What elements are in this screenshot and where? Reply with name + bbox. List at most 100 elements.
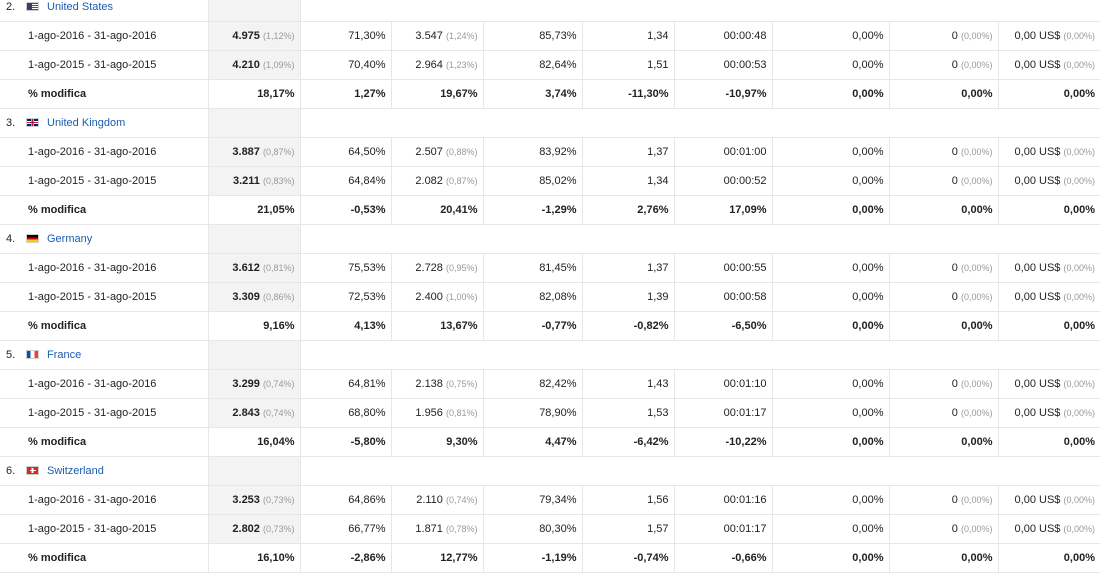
country-link[interactable]: United Kingdom [47,117,126,129]
country-link[interactable]: Switzerland [47,465,104,477]
session-duration-cell: 00:01:00 [674,137,773,167]
goal-value-change-cell: 0,00% [998,543,1100,573]
session-duration-change-cell: -10,97% [674,79,773,109]
new-users-cell-percent: (1,00%) [445,292,478,302]
goal-completions-cell-percent: (0,00%) [960,524,993,534]
bounce-rate-cell: 82,64% [483,50,583,80]
goal-value-cell-value: 0,00 US$ [1014,30,1061,42]
goal-value-cell: 0,00 US$ (0,00%) [998,282,1100,312]
new-users-cell-percent: (0,87%) [445,176,478,186]
pages-per-session-cell: 1,39 [582,282,675,312]
sessions-change-cell: 18,17% [208,79,301,109]
sessions-cell-value: 3.309 [232,291,260,303]
new-users-change-cell: 19,67% [391,79,484,109]
goal-completions-cell: 0 (0,00%) [889,50,999,80]
sessions-cell: 3.612 (0,81%) [208,253,301,283]
date-range-label: 1-ago-2016 - 31-ago-2016 [0,137,209,167]
date-range-label-value: 1-ago-2016 - 31-ago-2016 [28,262,157,274]
percent-change-label: % modifica [0,543,209,573]
session-duration-cell-value: 00:01:00 [723,146,767,158]
goal-value-cell: 0,00 US$ (0,00%) [998,21,1100,51]
conversion-rate-change-cell-value: 0,00% [852,436,884,448]
conversion-rate-change-cell-value: 0,00% [852,320,884,332]
goal-value-cell: 0,00 US$ (0,00%) [998,253,1100,283]
country-rank: 2. [6,1,16,13]
goal-completions-change-cell: 0,00% [889,195,999,225]
new-users-change-cell: 9,30% [391,427,484,457]
new-sessions-pct-cell-value: 70,40% [348,59,386,71]
sessions-change-cell: 9,16% [208,311,301,341]
date-range-label: 1-ago-2016 - 31-ago-2016 [0,369,209,399]
goal-completions-change-cell: 0,00% [889,311,999,341]
bounce-rate-change-cell: -0,77% [483,311,583,341]
country-rank: 5. [6,349,16,361]
conversion-rate-change-cell: 0,00% [772,79,890,109]
goal-completions-cell-value: 0 [951,291,958,303]
sessions-cell-value: 3.612 [232,262,260,274]
new-sessions-pct-change-cell: -5,80% [300,427,392,457]
country-blank-cell [208,456,301,486]
date-range-row: 1-ago-2015 - 31-ago-2015 4.210 (1,09%) 70,… [0,50,1100,80]
percent-change-label-value: % modifica [28,552,87,564]
sessions-change-cell: 21,05% [208,195,301,225]
goal-completions-cell-percent: (0,00%) [960,60,993,70]
conversion-rate-cell-value: 0,00% [852,407,884,419]
country-row: 5. France [0,340,1100,370]
goal-value-cell-value: 0,00 US$ [1014,146,1061,158]
goal-value-change-cell: 0,00% [998,427,1100,457]
session-duration-change-cell-value: -6,50% [731,320,767,332]
conversion-rate-cell: 0,00% [772,514,890,544]
date-range-row: 1-ago-2015 - 31-ago-2015 2.802 (0,73%) 66,… [0,514,1100,544]
goal-completions-cell-value: 0 [951,146,958,158]
country-link[interactable]: France [47,349,82,361]
new-sessions-pct-cell-value: 66,77% [348,523,386,535]
bounce-rate-cell: 80,30% [483,514,583,544]
percent-change-label: % modifica [0,195,209,225]
new-users-cell-percent: (0,75%) [445,379,478,389]
sessions-cell-value: 3.253 [232,494,260,506]
date-range-label-value: 1-ago-2016 - 31-ago-2016 [28,146,157,158]
bounce-rate-cell-value: 82,08% [539,291,577,303]
conversion-rate-change-cell: 0,00% [772,543,890,573]
date-range-label-value: 1-ago-2015 - 31-ago-2015 [28,407,157,419]
date-range-label-value: 1-ago-2016 - 31-ago-2016 [28,30,157,42]
conversion-rate-cell-value: 0,00% [852,291,884,303]
bounce-rate-cell: 81,45% [483,253,583,283]
pages-per-session-cell: 1,56 [582,485,675,515]
goal-value-change-cell-value: 0,00% [1063,88,1095,100]
percent-change-label: % modifica [0,427,209,457]
new-sessions-pct-cell-value: 64,86% [348,494,386,506]
percent-change-row: % modifica 16,10% -2,86% 12,77% -1,19% -0,74%… [0,543,1100,573]
pages-per-session-change-cell: -0,74% [582,543,675,573]
new-users-cell-value: 2.964 [415,59,443,71]
new-users-change-cell: 20,41% [391,195,484,225]
bounce-rate-change-cell-value: -1,29% [541,204,577,216]
sessions-cell: 3.299 (0,74%) [208,369,301,399]
new-sessions-pct-cell-value: 75,53% [348,262,386,274]
country-rank: 6. [6,465,16,477]
goal-completions-cell: 0 (0,00%) [889,21,999,51]
new-users-cell-percent: (0,95%) [445,263,478,273]
country-row: 2. United States [0,0,1100,22]
new-users-change-cell-value: 19,67% [440,88,478,100]
pages-per-session-cell-value: 1,37 [647,262,669,274]
pages-per-session-cell: 1,37 [582,253,675,283]
sessions-cell-percent: (0,74%) [262,379,295,389]
pages-per-session-cell-value: 1,43 [647,378,669,390]
country-link[interactable]: Germany [47,233,93,245]
session-duration-cell: 00:00:53 [674,50,773,80]
country-blank-cell [300,340,1100,370]
goal-completions-cell: 0 (0,00%) [889,137,999,167]
pages-per-session-cell: 1,43 [582,369,675,399]
conversion-rate-cell: 0,00% [772,282,890,312]
country-link[interactable]: United States [47,1,114,13]
goal-value-cell-value: 0,00 US$ [1014,494,1061,506]
conversion-rate-cell: 0,00% [772,253,890,283]
goal-completions-cell-value: 0 [951,523,958,535]
new-users-cell-percent: (0,81%) [445,408,478,418]
country-cell: 3. United Kingdom [0,108,209,138]
session-duration-change-cell: -0,66% [674,543,773,573]
bounce-rate-cell: 79,34% [483,485,583,515]
session-duration-cell-value: 00:00:52 [723,175,767,187]
